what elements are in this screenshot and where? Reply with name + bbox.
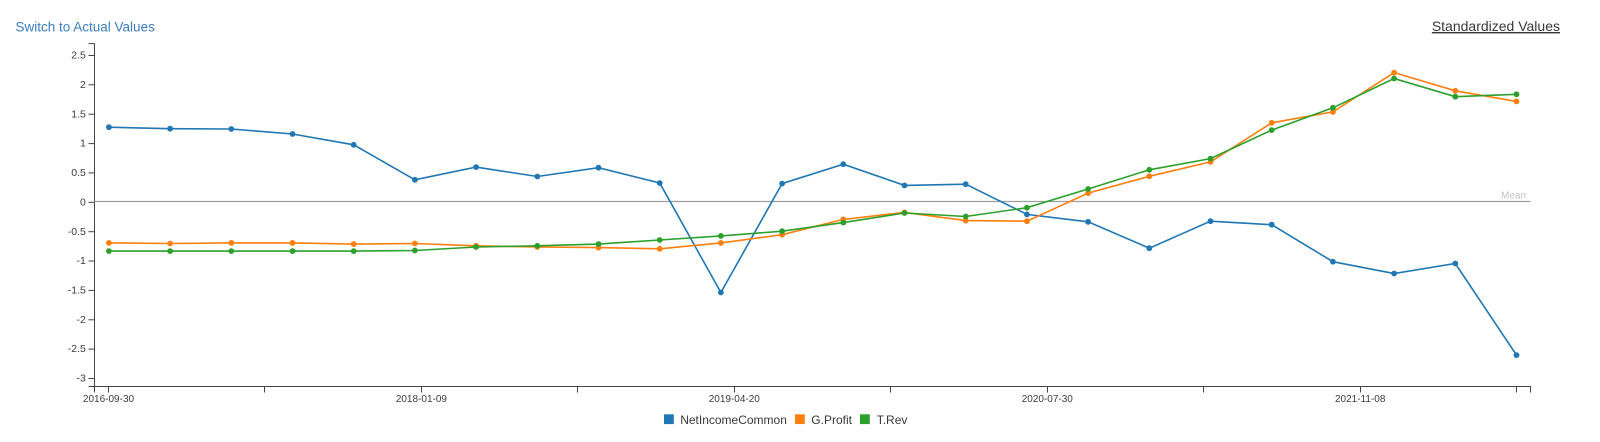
svg-text:2: 2 [80,79,86,91]
svg-text:2016-09-30: 2016-09-30 [83,394,135,405]
svg-text:-2.5: -2.5 [68,343,86,355]
svg-text:1.5: 1.5 [71,108,86,120]
svg-text:Switch to Actual Values: Switch to Actual Values [16,20,156,35]
svg-text:Standardized Values: Standardized Values [1432,18,1560,34]
svg-text:-3: -3 [77,373,86,385]
svg-text:0: 0 [80,196,86,208]
svg-text:-1.5: -1.5 [68,285,86,297]
svg-text:0.5: 0.5 [71,167,86,179]
svg-text:Mean: Mean [1501,191,1526,202]
svg-text:T.Rev: T.Rev [877,413,908,427]
svg-text:2018-01-09: 2018-01-09 [396,394,448,405]
svg-text:NetIncomeCommon: NetIncomeCommon [680,413,787,427]
svg-text:1: 1 [80,138,86,150]
svg-text:2019-04-20: 2019-04-20 [709,394,761,405]
svg-text:2021-11-08: 2021-11-08 [1335,394,1386,405]
svg-text:2.5: 2.5 [71,50,86,62]
svg-text:G.Profit: G.Profit [811,413,852,427]
svg-text:2020-07-30: 2020-07-30 [1022,394,1074,405]
svg-text:-1: -1 [77,255,86,267]
svg-text:-0.5: -0.5 [68,226,86,238]
svg-text:-2: -2 [77,314,86,326]
